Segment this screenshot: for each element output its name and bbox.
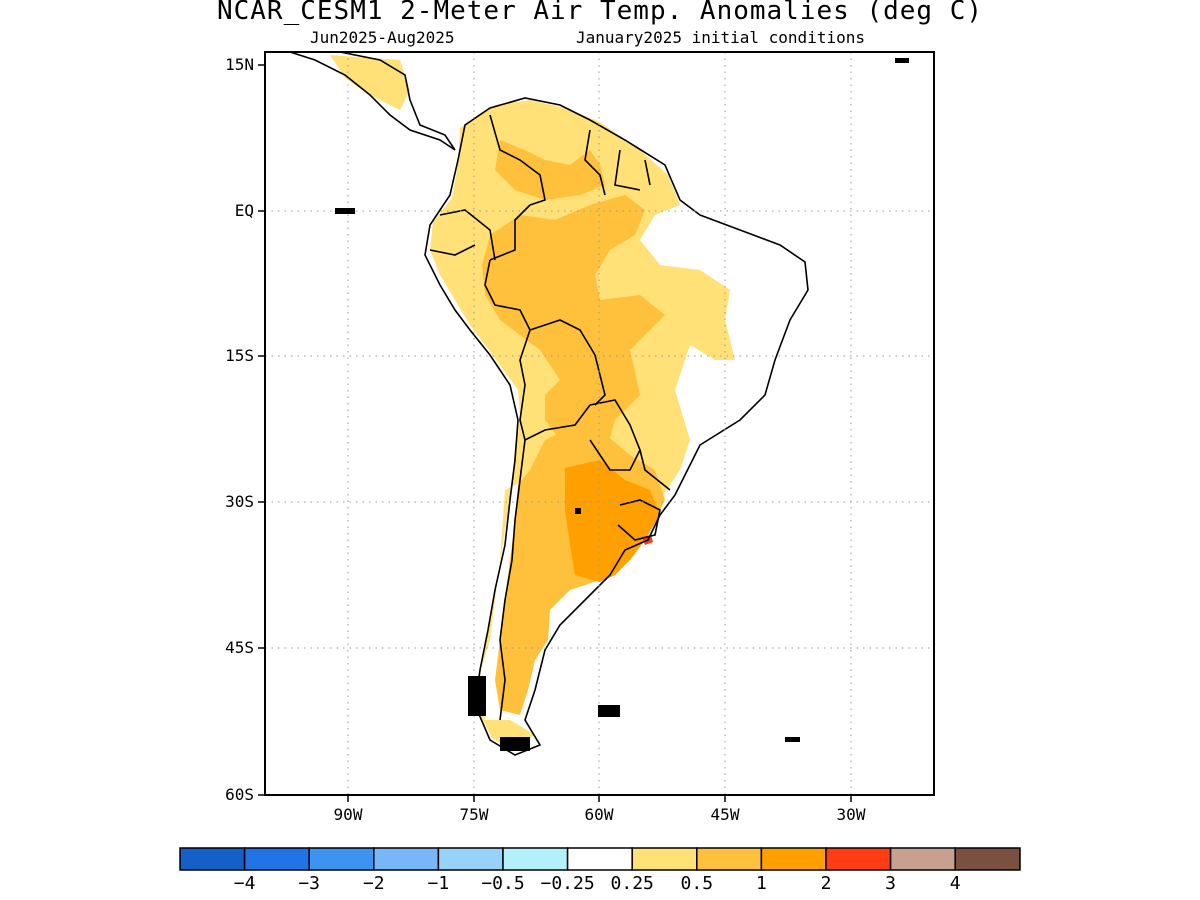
lat-label-15s: 15S: [225, 346, 254, 365]
lat-label-30s: 30S: [225, 492, 254, 511]
coastline: [424, 97, 809, 756]
axis-ticks: [258, 64, 852, 802]
lat-label-60s: 60S: [225, 785, 254, 804]
lat-label-15n: 15N: [225, 55, 254, 74]
colorbar-label-7: 0.25: [611, 873, 654, 894]
anomaly-1-2-amazon: [482, 195, 665, 470]
lat-label-eq: EQ: [235, 201, 254, 220]
colorbar-label-12: 4: [950, 873, 961, 894]
lat-label-45s: 45S: [225, 638, 254, 657]
border-colombia-brazil: [489, 204, 531, 261]
colorbar-bin-12: [889, 847, 956, 871]
lon-label-75w: 75W: [460, 805, 489, 824]
border-argentina-brazil: [639, 449, 671, 491]
central-america-coast: [289, 52, 456, 151]
lon-label-90w: 90W: [334, 805, 363, 824]
border-ecuador-peru: [429, 244, 476, 256]
initial-conditions: January2025 initial conditions: [576, 28, 865, 47]
colorbar-bin-4: [373, 847, 440, 871]
central-america-land: [290, 52, 455, 150]
colorbar: [179, 847, 1021, 871]
colorbar-bin-2: [243, 847, 310, 871]
colorbar-label-11: 3: [885, 873, 896, 894]
colorbar-bin-11: [825, 847, 892, 871]
colorbar-bin-3: [308, 847, 375, 871]
colorbar-label-9: 1: [756, 873, 767, 894]
border-colombia-venezuela: [489, 114, 546, 206]
border-colombia-peru-ecuador: [439, 209, 496, 261]
anomaly-2-3-pampas: [565, 460, 660, 582]
border-peru-brazil: [484, 259, 531, 331]
colorbar-label-6: −0.25: [541, 873, 595, 894]
colorbar-bin-13: [954, 847, 1021, 871]
lon-label-60w: 60W: [585, 805, 614, 824]
colorbar-bin-1: [179, 847, 246, 871]
page-title: NCAR_CESM1 2-Meter Air Temp. Anomalies (…: [216, 0, 984, 26]
border-venezuela-guyana: [584, 129, 606, 196]
lon-label-30w: 30W: [837, 805, 866, 824]
colorbar-label-10: 2: [821, 873, 832, 894]
colorbar-label-1: −4: [234, 873, 256, 894]
map-area: [265, 52, 934, 795]
anomaly-shading: [330, 55, 735, 750]
colorbar-bin-5: [437, 847, 504, 871]
border-guianas: [614, 149, 651, 191]
colorbar-label-5: −0.5: [481, 873, 524, 894]
gridlines: [265, 52, 934, 795]
border-argentina-chile: [499, 439, 526, 721]
border-peru-bolivia: [519, 329, 531, 386]
colorbar-bin-7: [566, 847, 633, 871]
anomaly-1-2-colombia-venezuela: [495, 140, 605, 200]
forecast-period: Jun2025-Aug2025: [310, 28, 455, 47]
border-bolivia-brazil: [529, 319, 606, 406]
colorbar-bin-6: [502, 847, 569, 871]
colorbar-bin-8: [631, 847, 698, 871]
islands: [335, 58, 909, 751]
colorbar-label-2: −3: [298, 873, 320, 894]
colorbar-label-3: −2: [363, 873, 385, 894]
border-chile-bolivia-argentina: [519, 384, 591, 442]
colorbar-bin-10: [760, 847, 827, 871]
colorbar-label-4: −1: [428, 873, 450, 894]
colorbar-bin-9: [696, 847, 763, 871]
country-borders: [289, 52, 809, 756]
lon-label-45w: 45W: [711, 805, 740, 824]
colorbar-label-8: 0.5: [681, 873, 714, 894]
border-uruguay: [617, 499, 661, 541]
anomaly-0.25-0.5-colombia-venezuela: [330, 55, 410, 110]
